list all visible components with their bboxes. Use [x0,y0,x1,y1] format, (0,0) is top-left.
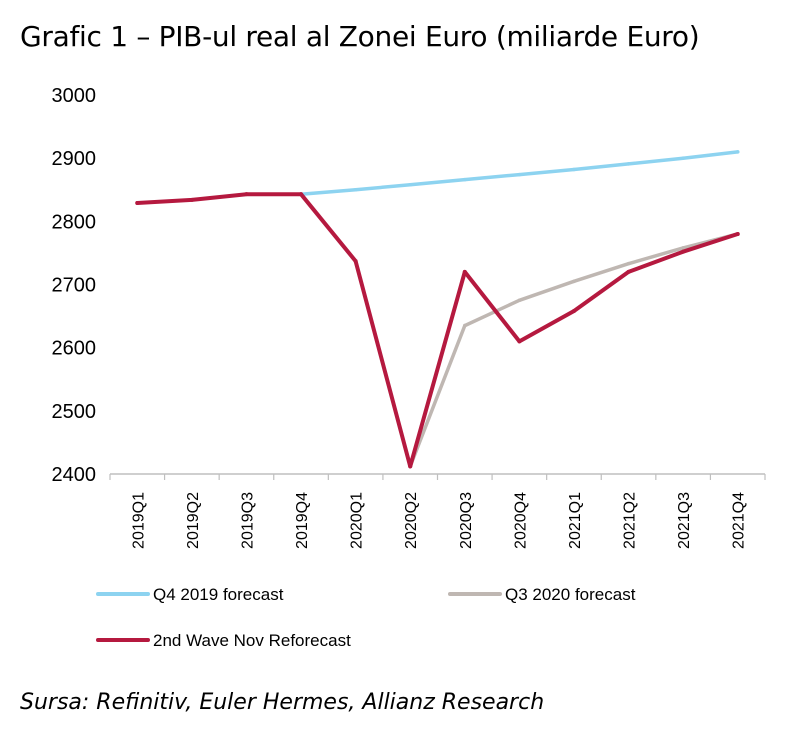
y-tick-label: 2900 [52,148,97,170]
series-line [408,232,740,469]
series-point [572,279,576,284]
chart-title: Grafic 1 – PIB-ul real al Zonei Euro (mi… [20,20,700,53]
x-tick-label: 2020Q3 [458,492,475,549]
series-point [135,201,140,206]
series-point [517,298,522,303]
series-point [735,231,740,236]
series-point [463,177,467,182]
series-point [572,167,576,172]
series-point [681,249,686,254]
series-point [681,156,685,160]
y-tick-label: 2600 [52,338,97,360]
series-point [626,261,631,266]
x-tick-label: 2019Q1 [130,492,147,549]
series-point [626,269,631,274]
x-tick-label: 2021Q4 [731,492,748,549]
x-tick-label: 2020Q4 [512,492,529,549]
x-tick-label: 2021Q2 [622,492,639,549]
x-tick-label: 2020Q2 [403,492,420,549]
series-point [735,150,740,154]
y-tick-label: 2500 [52,401,97,423]
series-point [462,269,467,274]
x-tick-label: 2019Q3 [239,492,256,549]
series-point [517,339,522,344]
series-line [135,192,740,469]
series-point [189,197,194,202]
series-point [244,192,249,197]
source-note: Sursa: Refinitiv, Euler Hermes, Allianz … [20,690,545,715]
y-tick-label: 2800 [52,211,97,233]
legend-label: Q4 2019 forecast [153,585,284,604]
series-point [626,162,631,166]
series-point [681,246,685,250]
series-point [463,323,467,328]
series-point [571,309,576,314]
series-point [408,182,412,187]
x-tick-label: 2021Q1 [567,492,584,549]
series-point [299,192,304,197]
y-tick-label: 3000 [52,85,97,107]
series-point [408,464,413,469]
series-point [517,172,522,177]
legend-label: 2nd Wave Nov Reforecast [153,631,351,650]
y-tick-label: 2400 [52,464,97,486]
x-tick-label: 2020Q1 [349,492,366,549]
series-point [353,188,358,192]
series-point [353,259,358,264]
line-chart: 2400 2500 2600 2700 2800 2900 3000 2019Q1 2019Q2… [52,85,766,650]
x-tick-label: 2019Q2 [185,492,202,549]
x-tick-label: 2019Q4 [294,492,311,549]
x-tick-label: 2021Q3 [676,492,693,549]
y-tick-label: 2700 [52,275,97,297]
legend-label: Q3 2020 forecast [505,585,636,604]
